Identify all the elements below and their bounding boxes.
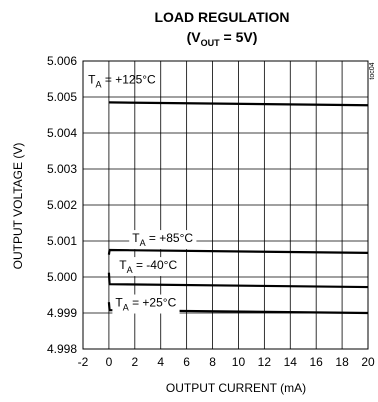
chart-title: LOAD REGULATION (154, 9, 289, 25)
label-sub: A (127, 265, 133, 275)
series-85c-line (107, 248, 369, 255)
chart-subtitle-prefix: (V (187, 29, 202, 45)
y-tick-label: 5.000 (47, 270, 77, 284)
series-25c-label-bg (112, 294, 180, 314)
x-tick-label: 10 (232, 355, 246, 369)
chart-subtitle-suffix: = 5V) (220, 29, 258, 45)
label-prefix: T (88, 72, 96, 86)
x-tick-labels: -2 0 2 4 6 8 10 12 14 16 18 20 (78, 355, 375, 369)
label-prefix: T (119, 258, 127, 272)
series-25c-label-text: TA = +25°C (115, 296, 176, 313)
plot-frame (82, 60, 369, 350)
y-tick-labels: 5.006 5.005 5.004 5.003 5.002 5.001 5.000 4.999… (47, 54, 77, 356)
label-sub: A (123, 303, 129, 313)
y-tick-label: 5.002 (47, 198, 77, 212)
series-labels: TA = +125°CTA = +85°CTA = -40°CTA = +25°… (88, 72, 197, 314)
label-suffix: = +25°C (129, 296, 177, 310)
grid-lines (83, 61, 368, 349)
y-axis-label: OUTPUT VOLTAGE (V) (11, 143, 25, 270)
plot-area (82, 60, 369, 350)
x-tick-label: -2 (78, 355, 89, 369)
x-tick-label: 12 (258, 355, 272, 369)
label-suffix: = -40°C (133, 258, 178, 272)
x-tick-label: 2 (131, 355, 138, 369)
series-minus40c-line (107, 272, 369, 289)
x-tick-label: 18 (335, 355, 349, 369)
y-tick-label: 5.004 (47, 126, 77, 140)
series-lines (107, 101, 369, 315)
figure-code: toc04 (369, 62, 376, 79)
label-sub: A (96, 79, 102, 89)
label-prefix: T (115, 296, 123, 310)
series-125c-label: TA = +125°C (88, 72, 156, 89)
series-25c-label: TA = +25°C (112, 294, 180, 314)
series-85c-label-bg (129, 230, 197, 250)
chart-subtitle: (VOUT = 5V) (187, 29, 258, 48)
x-tick-label: 6 (183, 355, 190, 369)
series-minus40c-label-text: TA = -40°C (119, 258, 177, 275)
series-125c-label-text: TA = +125°C (88, 72, 156, 89)
series-25c-line (107, 302, 369, 315)
x-tick-label: 16 (310, 355, 324, 369)
y-tick-label: 5.006 (47, 54, 77, 68)
x-tick-label: 14 (284, 355, 298, 369)
label-prefix: T (132, 231, 140, 245)
x-tick-label: 0 (106, 355, 113, 369)
x-tick-label: 8 (209, 355, 216, 369)
y-tick-label: 4.998 (47, 342, 77, 356)
label-suffix: = +125°C (102, 72, 157, 86)
label-suffix: = +85°C (146, 231, 194, 245)
y-tick-label: 4.999 (47, 306, 77, 320)
series-85c-label: TA = +85°C (129, 230, 197, 250)
x-axis-label: OUTPUT CURRENT (mA) (166, 381, 306, 395)
y-tick-label: 5.001 (47, 234, 77, 248)
chart-subtitle-sub: OUT (201, 38, 221, 48)
y-tick-label: 5.005 (47, 90, 77, 104)
y-tick-label: 5.003 (47, 162, 77, 176)
series-85c-label-text: TA = +85°C (132, 231, 193, 248)
series-minus40c-label-bg (116, 257, 181, 277)
label-sub: A (140, 238, 146, 248)
series-125c-line (108, 101, 369, 107)
series-minus40c-label: TA = -40°C (116, 257, 181, 277)
x-tick-label: 4 (157, 355, 164, 369)
x-tick-label: 20 (361, 355, 375, 369)
